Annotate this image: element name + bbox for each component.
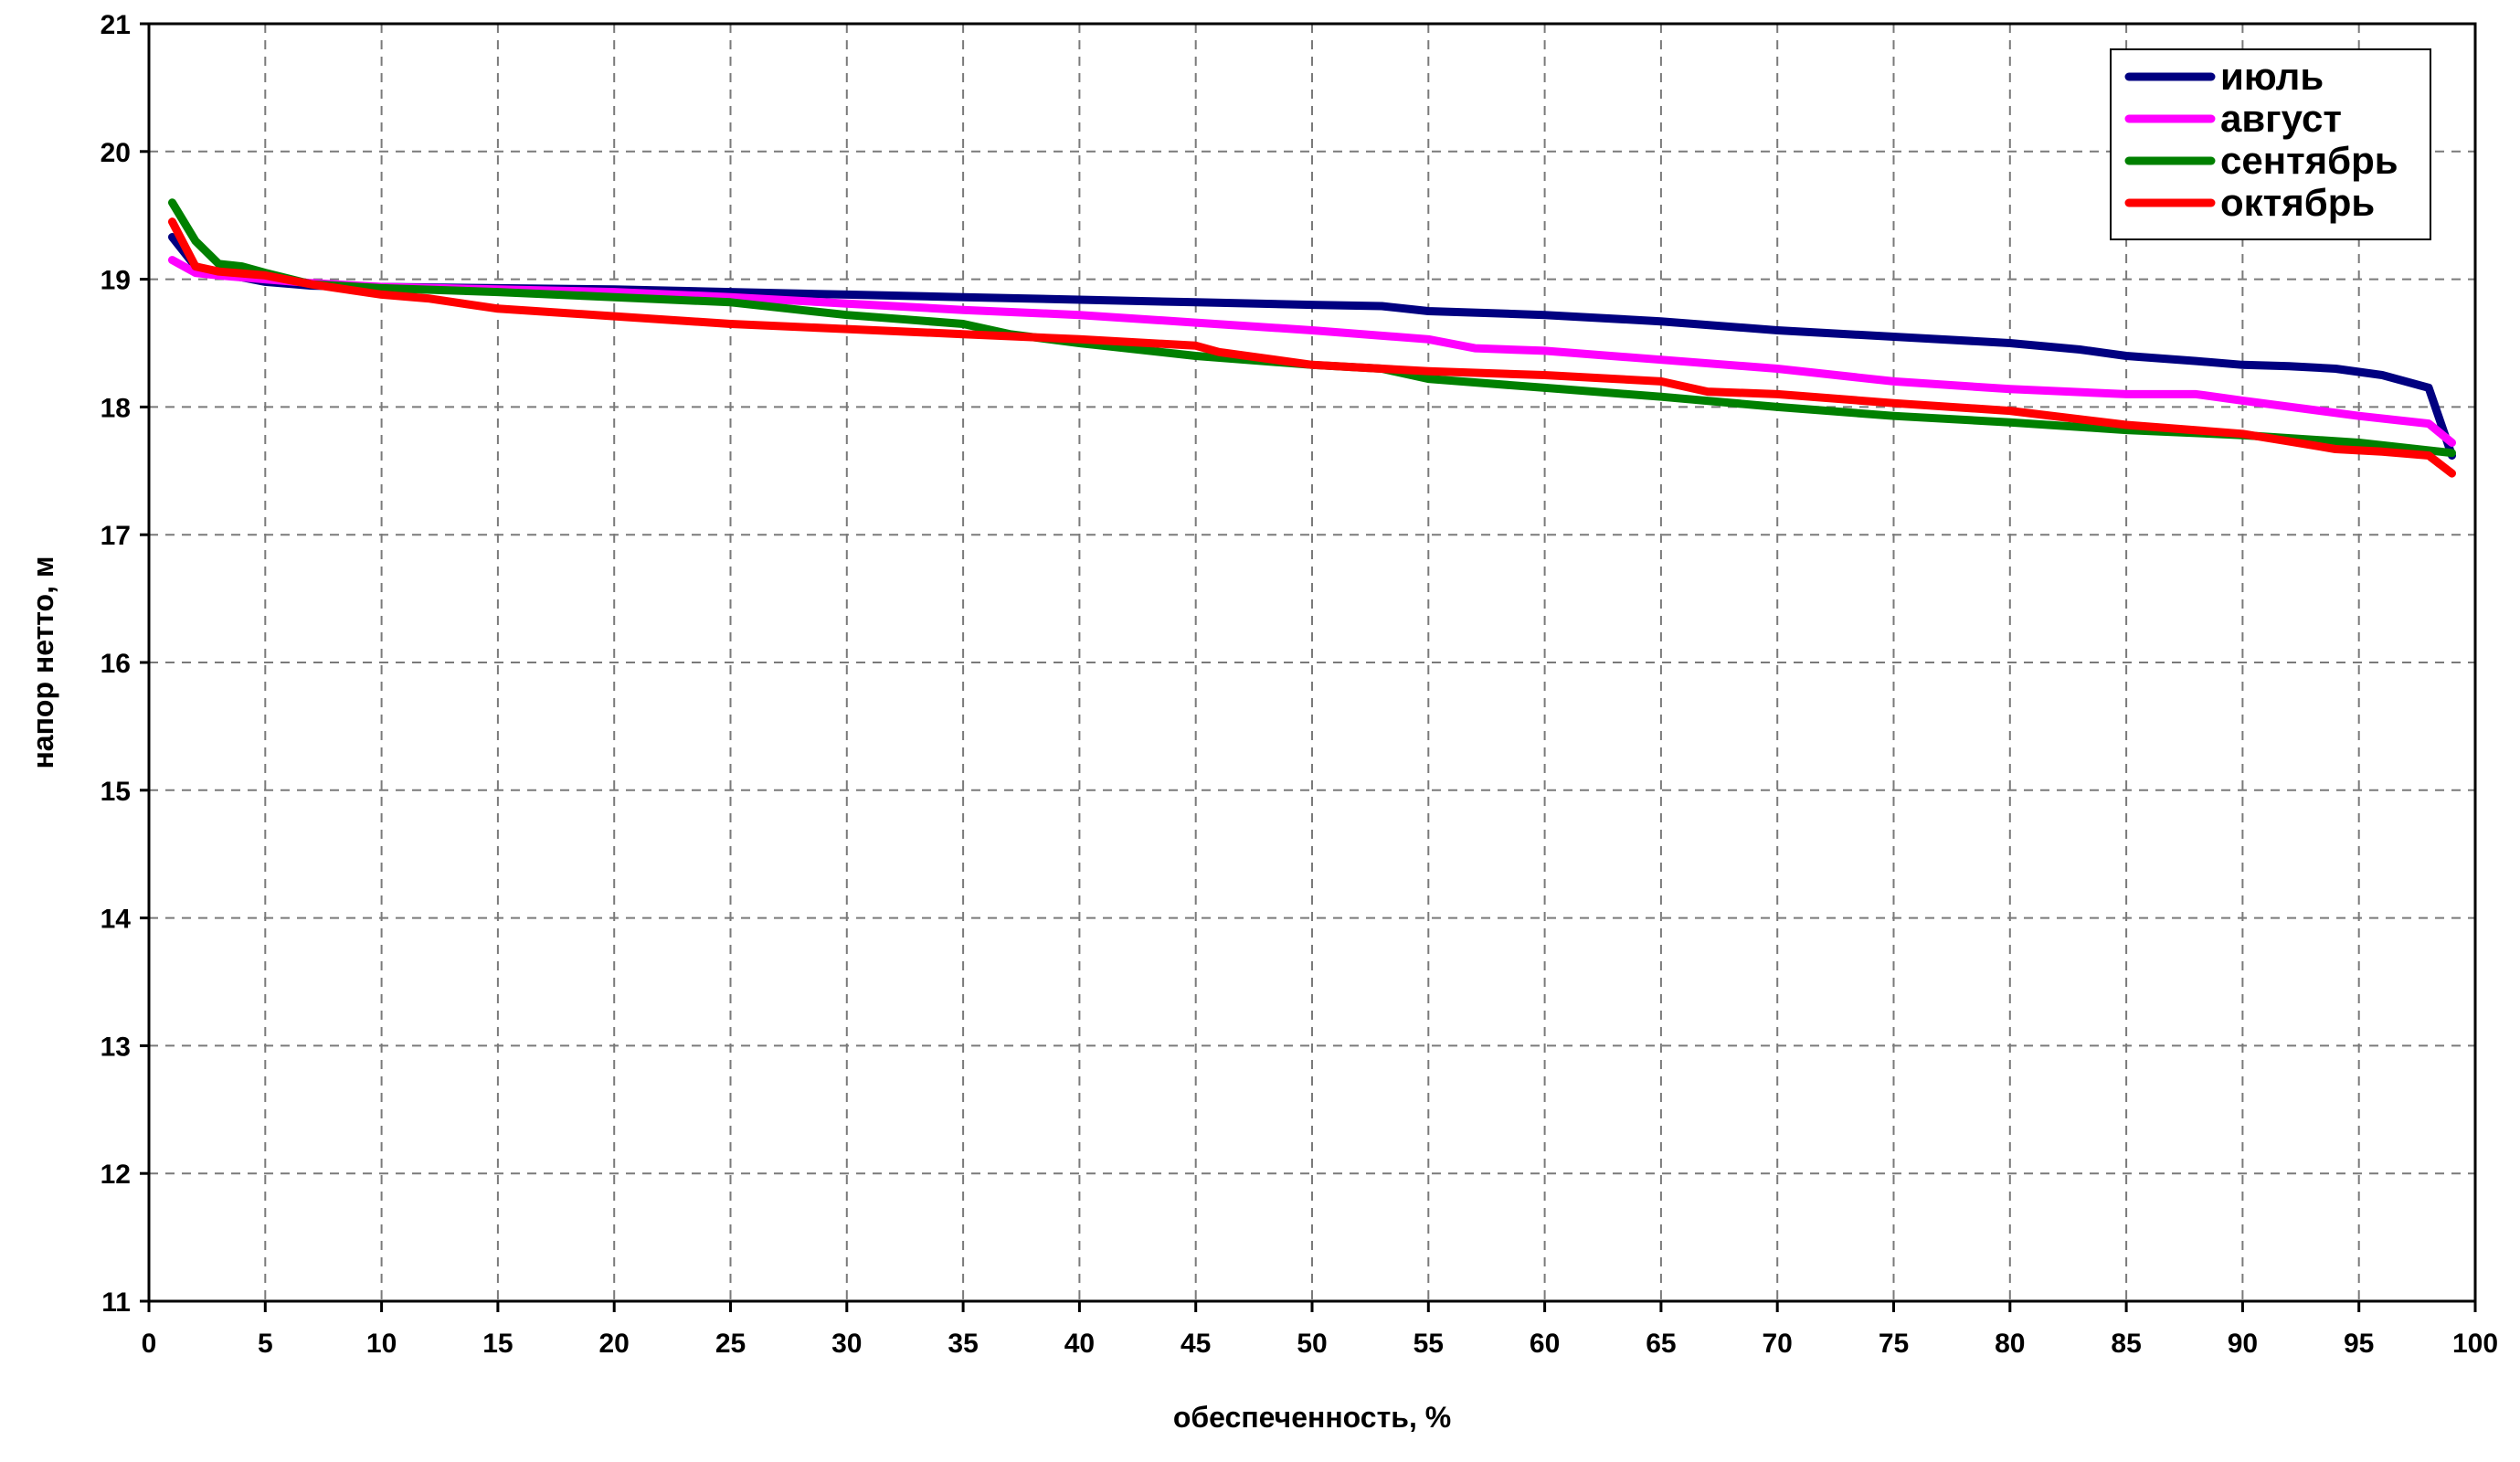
x-tick-label-75: 75 xyxy=(1879,1329,1909,1359)
x-tick-label-60: 60 xyxy=(1530,1329,1560,1359)
x-tick-label-20: 20 xyxy=(599,1329,630,1359)
x-tick-label-45: 45 xyxy=(1181,1329,1211,1359)
x-tick-label-0: 0 xyxy=(142,1329,157,1359)
x-tick-label-90: 90 xyxy=(2228,1329,2258,1359)
x-tick-label-30: 30 xyxy=(831,1329,862,1359)
y-tick-label-13: 13 xyxy=(101,1032,131,1062)
x-tick-label-25: 25 xyxy=(715,1329,746,1359)
y-axis-title: напор нетто, м xyxy=(26,556,59,768)
x-tick-label-65: 65 xyxy=(1646,1329,1676,1359)
x-tick-label-50: 50 xyxy=(1297,1329,1327,1359)
y-tick-label-20: 20 xyxy=(101,138,131,168)
x-tick-label-70: 70 xyxy=(1763,1329,1793,1359)
y-tick-label-14: 14 xyxy=(101,905,132,935)
y-tick-label-11: 11 xyxy=(101,1287,131,1318)
x-tick-label-95: 95 xyxy=(2344,1329,2374,1359)
legend-label-3: октябрь xyxy=(2220,181,2375,224)
legend-label-2: сентябрь xyxy=(2220,139,2398,182)
x-tick-label-100: 100 xyxy=(2452,1329,2498,1359)
legend-label-0: июль xyxy=(2220,55,2324,98)
x-tick-label-35: 35 xyxy=(948,1329,978,1359)
x-axis-title: обеспеченность, % xyxy=(1173,1401,1451,1434)
y-tick-label-19: 19 xyxy=(101,266,131,296)
y-tick-label-16: 16 xyxy=(101,649,131,679)
y-tick-label-21: 21 xyxy=(101,10,131,40)
x-tick-label-80: 80 xyxy=(1995,1329,2025,1359)
x-tick-label-15: 15 xyxy=(482,1329,513,1359)
x-tick-label-10: 10 xyxy=(366,1329,397,1359)
x-tick-label-5: 5 xyxy=(258,1329,273,1359)
y-tick-label-12: 12 xyxy=(101,1160,131,1190)
y-tick-label-15: 15 xyxy=(101,777,131,807)
x-tick-label-85: 85 xyxy=(2111,1329,2141,1359)
y-tick-label-18: 18 xyxy=(101,393,131,423)
x-tick-label-55: 55 xyxy=(1414,1329,1444,1359)
y-tick-label-17: 17 xyxy=(101,521,131,551)
legend-label-1: август xyxy=(2220,97,2342,140)
x-tick-label-40: 40 xyxy=(1064,1329,1095,1359)
